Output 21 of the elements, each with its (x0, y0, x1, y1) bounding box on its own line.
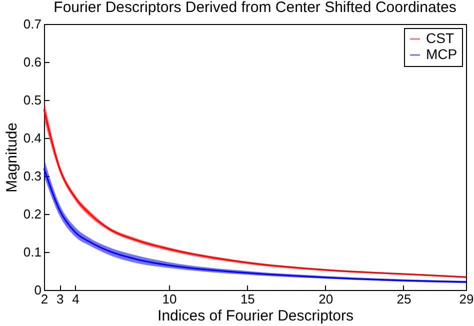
legend-label: MCP (426, 46, 458, 62)
x-tick-label: 10 (162, 292, 177, 306)
x-tick-label: 15 (240, 292, 255, 306)
x-tick-label: 20 (318, 292, 334, 306)
y-tick-label: 0.2 (23, 206, 42, 222)
y-axis-title: Magnitude (3, 122, 20, 193)
x-tick-label: 4 (72, 292, 80, 306)
y-tick-label: 0.4 (23, 130, 42, 146)
x-tick-label: 3 (56, 292, 64, 306)
x-tick-label: 29 (459, 292, 474, 306)
x-tick-label: 2 (40, 292, 48, 306)
y-tick-label: 0.1 (23, 244, 42, 260)
chart-title: Fourier Descriptors Derived from Center Shifted Coordinates (54, 0, 456, 16)
x-tick-label: 25 (396, 292, 412, 306)
x-axis-title: Indices of Fourier Descriptors (158, 308, 354, 324)
y-tick-label: 0.3 (23, 168, 42, 184)
y-tick-label: 0.7 (23, 16, 42, 32)
y-tick-label: 0 (34, 282, 42, 298)
y-tick-label: 0.6 (23, 54, 42, 70)
y-tick-label: 0.5 (23, 92, 42, 108)
legend-label: CST (426, 30, 454, 46)
